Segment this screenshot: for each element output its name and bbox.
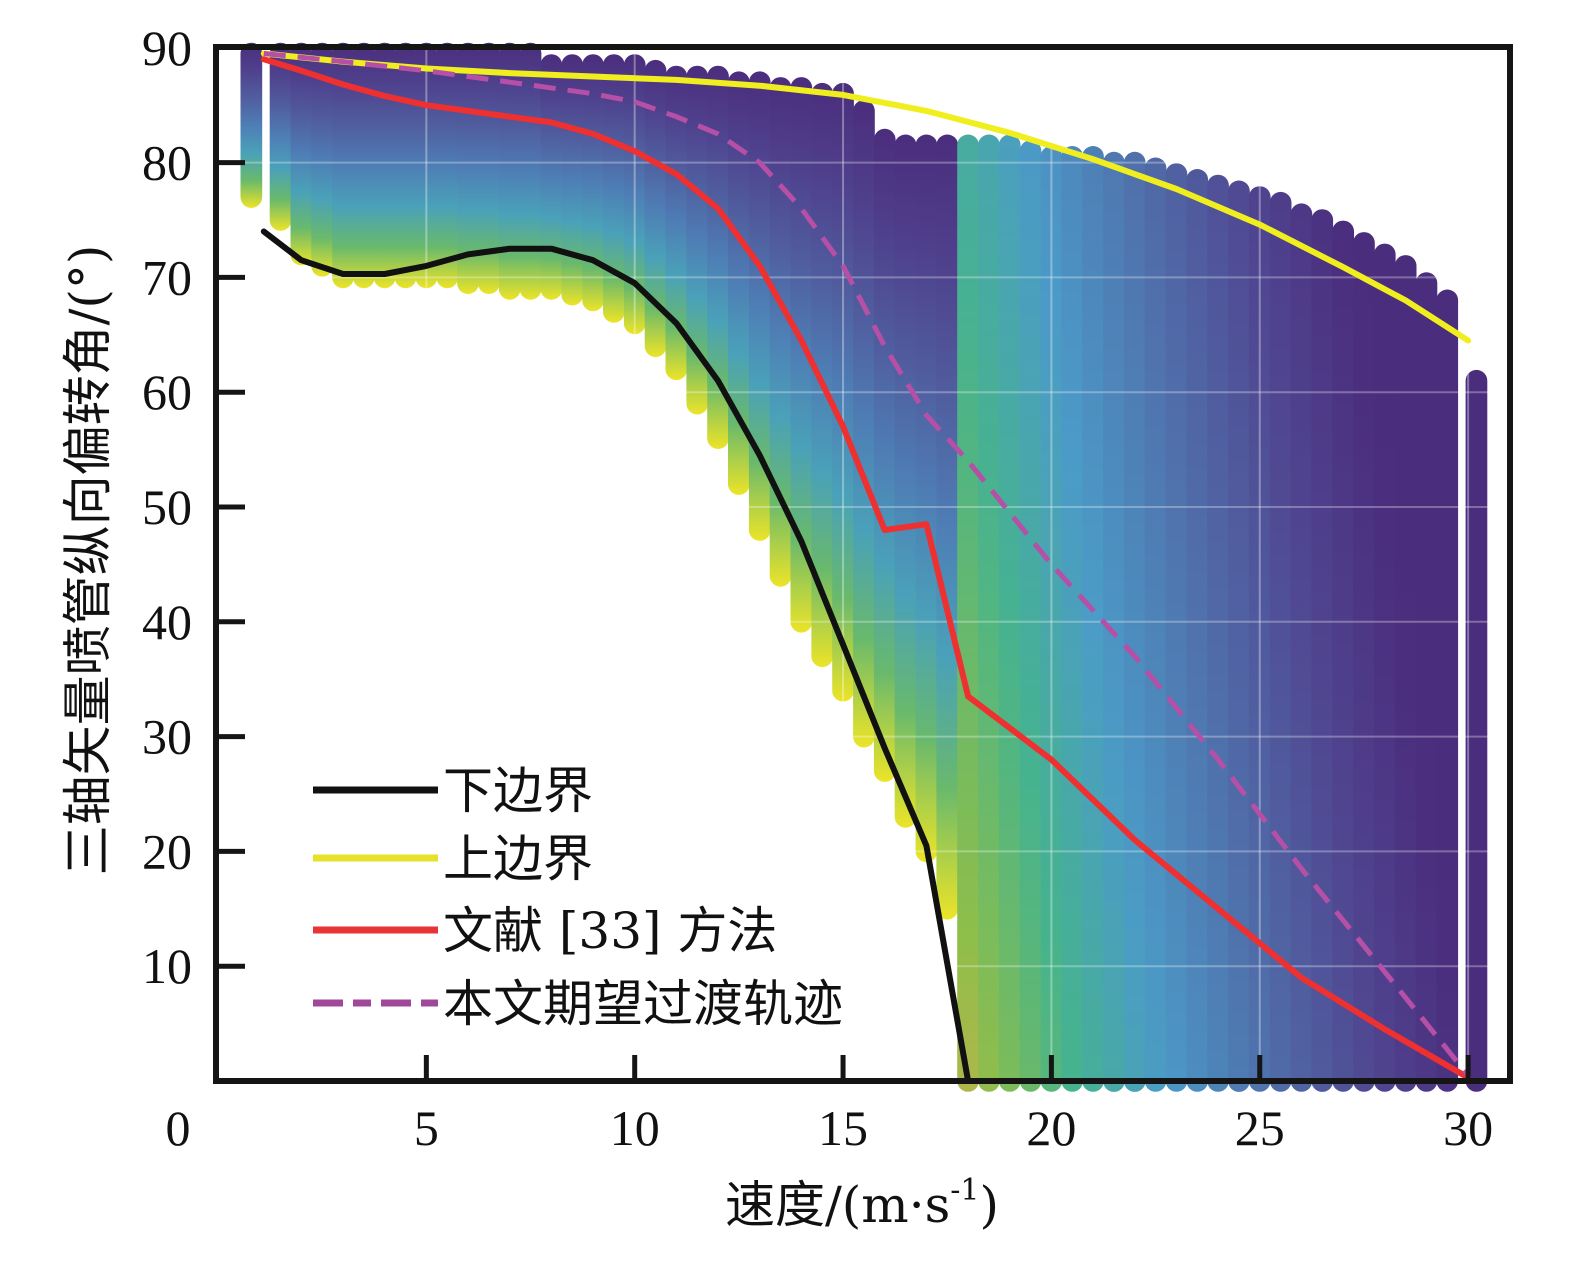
region-column — [561, 54, 584, 306]
legend-label: 本文期望过渡轨迹 — [443, 975, 843, 1033]
region-column — [728, 71, 750, 495]
region-column — [644, 59, 667, 358]
y-axis-title: 三轴矢量喷管纵向偏转角/(°) — [59, 245, 117, 876]
region-column — [1186, 169, 1209, 1092]
y-tick-label: 10 — [142, 938, 192, 994]
region-column — [1061, 146, 1084, 1092]
region-column — [1269, 191, 1292, 1092]
region-column — [1144, 157, 1167, 1092]
region-column — [519, 42, 542, 300]
x-tick-label: 25 — [1235, 1100, 1285, 1156]
region-column — [1311, 209, 1334, 1092]
series-line-2 — [260, 56, 1472, 1081]
region-column — [240, 42, 263, 208]
region-column — [373, 42, 396, 289]
x-axis-title-sup: -1 — [950, 1173, 979, 1208]
x-axis-title-main: 速度/(m·s — [725, 1176, 950, 1234]
x-axis-title: 速度/(m·s-1) — [725, 1173, 999, 1234]
region-column — [1082, 146, 1104, 1092]
region-column — [436, 42, 459, 289]
region-column — [269, 42, 292, 231]
series-line-1 — [260, 50, 1472, 344]
x-tick-label: 20 — [1026, 1100, 1076, 1156]
region-column — [978, 134, 1000, 1092]
region-column — [748, 71, 771, 541]
legend-item: 上边界 — [313, 830, 593, 888]
legend-label: 上边界 — [443, 830, 593, 888]
x-axis-title-close: ) — [980, 1176, 1000, 1234]
series-line-0 — [260, 228, 1472, 1084]
region-column — [1040, 146, 1063, 1092]
region-column — [290, 42, 313, 266]
y-tick-label: 40 — [142, 594, 192, 650]
region-column — [332, 42, 354, 289]
grid — [218, 46, 1510, 1081]
region-column — [1123, 151, 1146, 1092]
axis-ticks — [218, 160, 1471, 1081]
region-column — [1332, 220, 1354, 1092]
y-tick-label: 30 — [142, 709, 192, 765]
x-tick-label: 0 — [166, 1100, 191, 1156]
region-column — [1103, 151, 1125, 1092]
legend-label: 下边界 — [443, 762, 593, 820]
region-column — [540, 54, 563, 300]
y-tick-label: 80 — [142, 135, 192, 191]
region-column — [832, 82, 854, 702]
region-column — [1290, 203, 1313, 1092]
region-column — [811, 82, 834, 668]
legend-item: 下边界 — [313, 762, 593, 820]
region-column — [894, 134, 917, 828]
y-tick-label: 70 — [142, 249, 192, 305]
region-column — [915, 134, 938, 863]
region-column — [394, 42, 417, 289]
region-column — [769, 77, 792, 587]
x-tick-label: 10 — [610, 1100, 660, 1156]
region-column — [853, 100, 875, 748]
region-column — [936, 134, 959, 920]
y-tick-label: 60 — [142, 364, 192, 420]
region-column — [1228, 180, 1250, 1092]
legend-item: 文献 [33] 方法 — [313, 902, 777, 960]
y-tick-label: 50 — [142, 479, 192, 535]
region-column — [1436, 289, 1459, 1092]
region-column — [1165, 163, 1188, 1092]
feasible-region — [240, 42, 1488, 1092]
region-column — [623, 54, 646, 335]
region-column — [1019, 140, 1042, 1092]
region-column — [1465, 369, 1488, 1092]
y-tick-label: 20 — [142, 823, 192, 879]
region-column — [478, 42, 500, 295]
x-tick-label: 5 — [414, 1100, 439, 1156]
x-tick-label: 30 — [1443, 1100, 1493, 1156]
region-column — [1415, 272, 1438, 1092]
legend-label: 文献 [33] 方法 — [443, 902, 777, 960]
y-tick-label: 90 — [142, 20, 192, 76]
region-column — [707, 65, 729, 449]
region-column — [311, 42, 333, 277]
region-column — [1207, 174, 1229, 1092]
tick-labels: 0 5 10 15 20 25 30 10 20 30 40 50 60 70 80 90 — [142, 20, 1493, 1156]
x-tick-label: 15 — [818, 1100, 868, 1156]
region-column — [998, 134, 1021, 1092]
region-column — [582, 54, 604, 312]
plot-frame — [213, 44, 1513, 1084]
region-column — [603, 54, 625, 323]
legend-item: 本文期望过渡轨迹 — [313, 975, 843, 1033]
region-column — [665, 65, 688, 381]
region-column — [1394, 255, 1417, 1092]
region-column — [1353, 232, 1375, 1092]
region-column — [873, 128, 896, 782]
region-column — [1373, 243, 1396, 1092]
region-column — [686, 65, 709, 415]
region-column — [498, 42, 521, 300]
region-column — [1248, 186, 1271, 1092]
series-lines — [260, 50, 1472, 1084]
region-column — [353, 42, 375, 289]
region-column — [457, 42, 479, 295]
region-column — [957, 134, 979, 1092]
